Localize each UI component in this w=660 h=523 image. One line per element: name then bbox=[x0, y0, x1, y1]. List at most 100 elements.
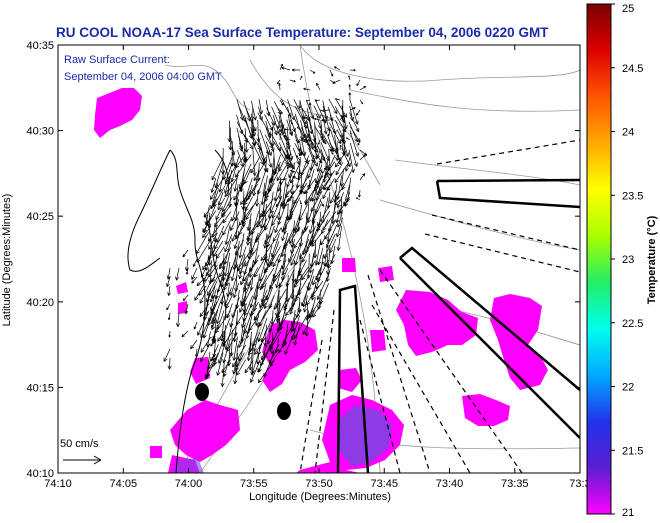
current-vector bbox=[190, 339, 198, 350]
current-vector bbox=[231, 297, 240, 318]
current-vector bbox=[349, 105, 355, 121]
current-vector bbox=[245, 198, 258, 220]
current-vector bbox=[359, 173, 366, 181]
x-tick-label: 74:05 bbox=[110, 478, 138, 490]
current-vector bbox=[208, 357, 216, 370]
current-vector bbox=[302, 139, 311, 143]
current-vector bbox=[336, 196, 350, 215]
current-vector bbox=[332, 79, 341, 84]
current-vector bbox=[334, 154, 345, 168]
current-vector bbox=[322, 184, 331, 199]
current-vector bbox=[194, 276, 209, 301]
current-vector bbox=[348, 149, 355, 173]
colorbar: 25 24.5 24 23.5 23 22.5 22 21.5 21 Temperature (… bbox=[586, 3, 658, 519]
current-vector bbox=[239, 260, 246, 275]
current-vector bbox=[209, 276, 216, 283]
current-vector bbox=[349, 112, 360, 133]
x-tick-label: 73:45 bbox=[370, 478, 398, 490]
current-vector bbox=[209, 177, 224, 200]
sst-patch bbox=[370, 330, 386, 352]
current-vector bbox=[350, 133, 360, 157]
current-vector bbox=[278, 180, 282, 191]
current-vector bbox=[305, 189, 315, 204]
current-vector bbox=[252, 168, 260, 197]
current-vector bbox=[309, 69, 316, 74]
current-vector bbox=[278, 337, 287, 354]
current-vector bbox=[334, 162, 350, 184]
current-vector bbox=[230, 262, 238, 282]
current-vector bbox=[311, 232, 323, 247]
colorbar-tick-label: 24 bbox=[622, 127, 634, 139]
station-dot bbox=[277, 402, 291, 420]
current-vector bbox=[210, 321, 216, 328]
current-vector bbox=[306, 290, 315, 306]
y-tick-label: 40:25 bbox=[26, 211, 54, 223]
current-vector bbox=[335, 204, 343, 224]
current-vector bbox=[306, 159, 311, 164]
current-vector bbox=[238, 254, 246, 280]
current-vector bbox=[292, 176, 301, 181]
current-vector bbox=[277, 119, 281, 129]
colorbar-tick-label: 23.5 bbox=[622, 190, 643, 202]
current-vector bbox=[233, 358, 239, 385]
current-vector bbox=[257, 358, 266, 373]
bathymetry-contour bbox=[349, 89, 580, 112]
current-vector bbox=[315, 99, 321, 102]
current-vector bbox=[289, 149, 292, 156]
current-vector bbox=[281, 66, 291, 71]
current-vector bbox=[356, 79, 361, 87]
current-vector bbox=[304, 310, 309, 337]
current-vector bbox=[359, 99, 364, 105]
current-vector bbox=[185, 267, 189, 275]
current-vector bbox=[224, 234, 233, 253]
current-vector bbox=[306, 140, 318, 167]
current-vector bbox=[349, 99, 359, 125]
current-vector bbox=[322, 114, 328, 135]
current-vector bbox=[244, 360, 254, 374]
current-vector bbox=[239, 178, 245, 193]
current-vector bbox=[206, 358, 217, 378]
current-vector bbox=[285, 302, 296, 317]
y-tick-label: 40:15 bbox=[26, 382, 54, 394]
current-vector bbox=[163, 348, 171, 362]
current-vector bbox=[217, 197, 226, 211]
current-vector bbox=[299, 189, 306, 194]
current-vector bbox=[220, 276, 225, 288]
current-vector bbox=[245, 322, 252, 339]
current-vector bbox=[355, 109, 361, 116]
current-vector bbox=[348, 92, 352, 101]
colorbar-tick-label: 23 bbox=[622, 254, 634, 266]
current-vector bbox=[300, 175, 309, 189]
current-vector bbox=[329, 149, 334, 155]
lane-dashed-line bbox=[314, 309, 335, 473]
lane-dashed-line bbox=[367, 274, 431, 473]
current-vector bbox=[286, 147, 294, 168]
current-vector bbox=[336, 100, 348, 118]
current-vector bbox=[226, 303, 233, 319]
current-vector bbox=[191, 276, 198, 284]
current-vector bbox=[279, 109, 283, 115]
current-vector bbox=[166, 303, 171, 311]
current-vector bbox=[298, 99, 302, 109]
current-vector bbox=[195, 232, 209, 255]
current-vector bbox=[317, 247, 324, 266]
current-vector bbox=[308, 212, 316, 234]
current-vector bbox=[293, 324, 301, 346]
current-vector bbox=[300, 288, 309, 307]
current-vector bbox=[306, 253, 311, 279]
y-tick-label: 40:10 bbox=[26, 468, 54, 480]
current-vector bbox=[211, 156, 224, 181]
current-vector bbox=[309, 142, 314, 151]
current-vector bbox=[317, 289, 322, 310]
current-vector bbox=[335, 162, 344, 176]
current-vector bbox=[316, 82, 321, 91]
current-vector bbox=[278, 83, 281, 91]
current-vector bbox=[334, 98, 341, 101]
current-vector bbox=[239, 295, 247, 313]
current-vector bbox=[349, 69, 356, 72]
y-tick-label: 40:30 bbox=[26, 126, 54, 138]
current-vector bbox=[246, 336, 252, 362]
current-vector bbox=[213, 240, 224, 257]
lane-dashed-line bbox=[424, 233, 580, 273]
